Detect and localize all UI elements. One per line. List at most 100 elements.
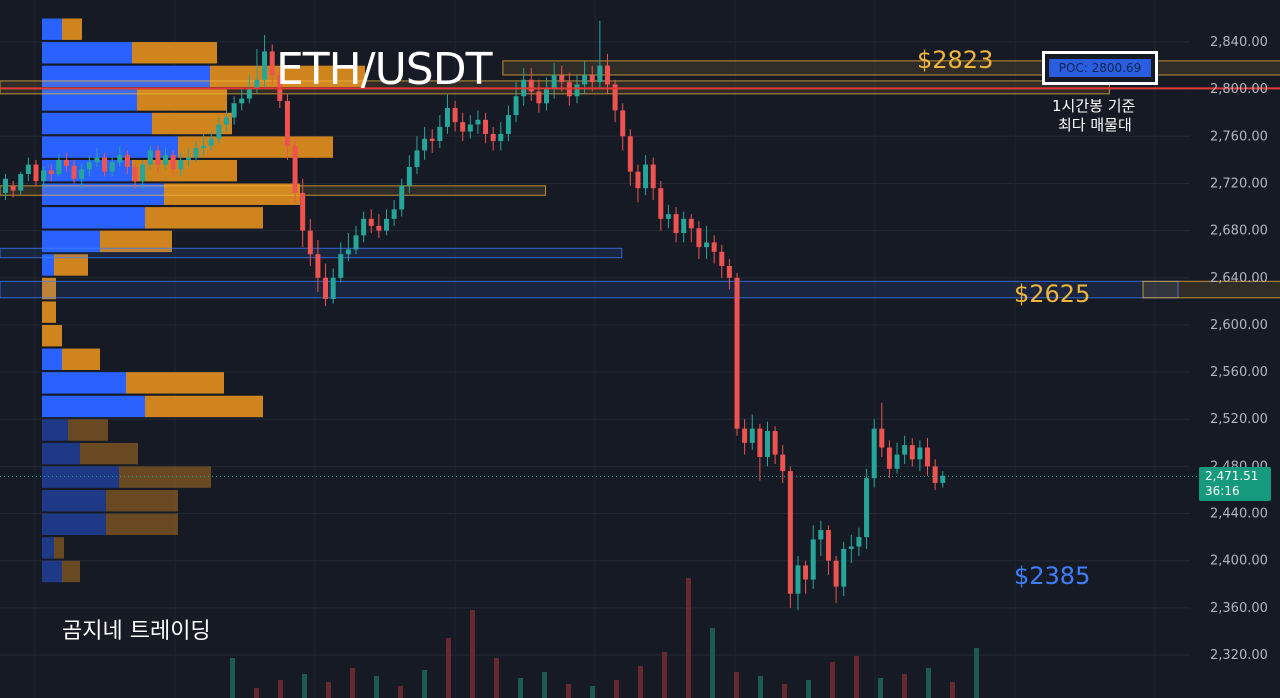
candle-body	[353, 235, 359, 250]
y-tick-label: 2,640.00	[1210, 271, 1268, 286]
candle-body	[109, 162, 115, 172]
volume-bar	[542, 672, 547, 698]
candle-body	[688, 218, 694, 229]
candle-body	[399, 185, 405, 210]
candle-body	[818, 530, 824, 540]
vp-buy-bar	[42, 560, 62, 583]
candle-body	[879, 428, 885, 448]
candle-body	[155, 150, 161, 165]
volume-bar	[758, 676, 763, 698]
vp-sell-bar	[54, 254, 88, 276]
vp-buy-bar	[42, 490, 106, 512]
poc-note-line2: 최다 매물대	[1058, 116, 1132, 134]
volume-bar	[398, 686, 403, 698]
candle-body	[56, 159, 62, 175]
level-label-low: $2385	[1014, 562, 1091, 590]
y-tick-label: 2,600.00	[1210, 318, 1268, 333]
candle-body	[574, 84, 580, 97]
candle-body	[841, 548, 847, 587]
candle-body	[734, 277, 740, 429]
candle-body	[909, 445, 915, 460]
vp-buy-bar	[42, 230, 100, 253]
candle-body	[246, 89, 252, 99]
vp-sell-bar	[68, 419, 108, 441]
poc-badge: POC: 2800.69	[1042, 51, 1158, 85]
candle-body	[886, 447, 892, 469]
volume-bar	[974, 648, 979, 698]
y-tick-label: 2,680.00	[1210, 224, 1268, 239]
volume-bar	[326, 682, 331, 698]
candle-body	[437, 126, 443, 142]
candle-body	[757, 428, 763, 457]
level-label-mid: $2625	[1014, 280, 1091, 308]
candle-body	[681, 218, 687, 233]
vp-sell-bar	[132, 159, 237, 182]
candle-body	[323, 277, 329, 299]
candle-body	[475, 119, 481, 125]
vp-buy-bar	[42, 395, 145, 418]
candle-body	[704, 242, 710, 248]
vp-sell-bar	[42, 277, 56, 300]
volume-bar	[230, 658, 235, 698]
candle-body	[48, 170, 54, 175]
candle-body	[361, 218, 367, 236]
vp-buy-bar	[42, 18, 62, 40]
y-tick-label: 2,320.00	[1210, 648, 1268, 663]
vp-sell-bar	[106, 490, 178, 512]
volume-bar	[590, 686, 595, 698]
vp-sell-bar	[126, 372, 224, 394]
level-zone	[0, 185, 547, 196]
candle-body	[178, 159, 184, 170]
candle-body	[536, 91, 542, 104]
candle-body	[902, 445, 908, 455]
candle-body	[269, 51, 275, 76]
vp-buy-bar	[42, 65, 210, 88]
volume-bar	[614, 680, 619, 698]
level-zone	[502, 60, 1280, 76]
candle-body	[711, 242, 717, 252]
candle-body	[925, 447, 931, 467]
candle-body	[376, 225, 382, 231]
volume-bar	[278, 680, 283, 698]
volume-bar	[878, 678, 883, 698]
volume-bar	[830, 662, 835, 698]
candle-body	[330, 277, 336, 299]
volume-bar	[734, 672, 739, 698]
vp-sell-bar	[62, 560, 80, 583]
candle-body	[856, 537, 862, 547]
candle-body	[231, 103, 237, 118]
vp-sell-bar	[100, 230, 172, 253]
candle-body	[132, 166, 138, 182]
candle-body	[528, 79, 534, 92]
y-tick-label: 2,520.00	[1210, 412, 1268, 427]
vp-sell-bar	[145, 395, 263, 418]
vp-buy-bar	[42, 372, 126, 394]
volume-bar	[854, 656, 859, 698]
candle-body	[406, 166, 412, 186]
volume-bar	[566, 684, 571, 698]
candle-body	[665, 214, 671, 219]
candle-body	[871, 428, 877, 479]
volume-bar	[662, 652, 667, 698]
candle-body	[460, 122, 466, 132]
candle-body	[368, 218, 374, 226]
candle-body	[429, 138, 435, 142]
vp-sell-bar	[132, 42, 217, 64]
y-tick-label: 2,400.00	[1210, 554, 1268, 569]
vp-sell-bar	[62, 18, 82, 40]
candle-body	[544, 89, 550, 104]
vp-buy-bar	[42, 136, 178, 158]
candle-body	[894, 454, 900, 469]
candle-body	[170, 155, 176, 170]
vp-sell-bar	[106, 513, 178, 536]
candle-body	[726, 265, 732, 278]
candle-body	[765, 431, 770, 457]
level-zone	[1142, 280, 1280, 299]
volume-bar	[302, 674, 307, 698]
vp-buy-bar	[42, 419, 68, 441]
candle-body	[772, 431, 778, 455]
candle-body	[940, 475, 946, 483]
vp-buy-bar	[42, 42, 132, 64]
candle-body	[559, 75, 565, 83]
